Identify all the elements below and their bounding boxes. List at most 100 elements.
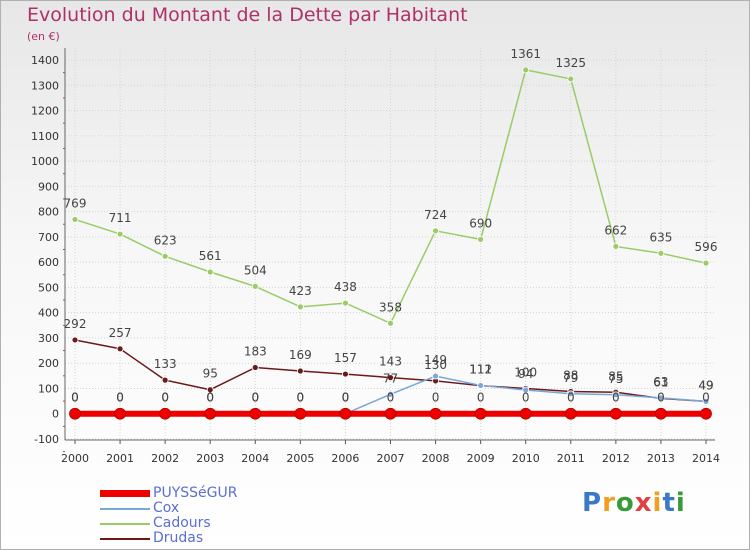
y-tick-label: 1200	[31, 105, 59, 118]
data-point-puyss-gur	[114, 407, 126, 420]
data-point-drudas	[251, 364, 259, 371]
data-label-drudas: 157	[334, 351, 357, 365]
data-point-puyss-gur	[429, 407, 442, 420]
data-label-cadours: 423	[289, 284, 312, 298]
data-label-cadours: 635	[649, 230, 672, 244]
data-label-cadours: 438	[334, 280, 357, 294]
logo-letter: r	[602, 488, 616, 518]
data-label-drudas: 85	[608, 369, 623, 383]
data-label-puyss-gur: 0	[702, 391, 710, 405]
data-point-cox	[612, 391, 620, 399]
x-tick-label: 2010	[512, 452, 540, 465]
data-label-cadours: 623	[154, 233, 177, 247]
logo-letter: i	[675, 488, 686, 518]
data-label-puyss-gur: 0	[71, 391, 79, 405]
x-tick-label: 2007	[377, 452, 405, 465]
data-point-drudas	[342, 370, 349, 378]
data-label-puyss-gur: 0	[251, 391, 259, 405]
legend-label: PUYSSéGUR	[153, 485, 238, 501]
y-tick-label: 0	[52, 408, 59, 421]
chart-title: Evolution du Montant de la Dette par Hab…	[27, 4, 468, 26]
x-tick-label: 2011	[557, 452, 585, 465]
data-label-cadours: 711	[109, 211, 132, 225]
data-point-cadours	[342, 299, 349, 307]
data-label-cox: 0	[206, 391, 214, 405]
data-point-drudas	[161, 376, 169, 384]
data-label-drudas: 169	[289, 348, 312, 362]
x-tick-label: 2004	[241, 452, 269, 465]
data-point-drudas	[71, 336, 79, 344]
data-label-cadours: 769	[64, 196, 87, 210]
x-tick-label: 2000	[61, 452, 89, 465]
y-tick-label: 500	[38, 281, 59, 294]
data-label-puyss-gur: 0	[297, 391, 305, 405]
data-label-drudas: 61	[653, 375, 668, 389]
data-point-cox	[432, 372, 439, 380]
data-point-puyss-gur	[700, 407, 712, 420]
data-label-cox: 0	[71, 391, 79, 405]
legend-label: Cox	[153, 500, 180, 516]
data-point-puyss-gur	[339, 407, 352, 420]
data-label-puyss-gur: 0	[206, 391, 214, 405]
x-tick-label: 2002	[151, 452, 179, 465]
data-label-puyss-gur: 0	[657, 391, 665, 405]
data-label-drudas: 130	[424, 358, 447, 372]
data-point-puyss-gur	[159, 407, 172, 420]
x-tick-label: 2003	[196, 452, 224, 465]
y-tick-label: 1000	[31, 155, 59, 168]
data-point-puyss-gur	[519, 407, 532, 420]
x-tick-label: 2009	[467, 452, 495, 465]
data-label-drudas: 100	[514, 365, 537, 379]
data-point-drudas	[206, 386, 214, 394]
x-tick-label: 2005	[286, 452, 314, 465]
y-tick-label: 1100	[31, 130, 59, 143]
data-label-cadours: 504	[244, 263, 267, 277]
data-point-cox	[657, 394, 665, 402]
data-point-puyss-gur	[294, 407, 307, 420]
legend-label: Drudas	[153, 530, 204, 546]
data-point-cadours	[71, 216, 79, 223]
data-point-cadours	[567, 75, 575, 83]
x-tick-label: 2013	[647, 452, 675, 465]
logo-letter: P	[582, 488, 603, 518]
data-label-cadours: 596	[695, 240, 718, 254]
data-label-cadours: 1325	[556, 56, 587, 70]
data-point-puyss-gur	[69, 407, 81, 420]
data-label-puyss-gur: 0	[342, 391, 350, 405]
data-label-cadours: 358	[379, 300, 402, 314]
data-point-puyss-gur	[204, 407, 217, 420]
data-point-cadours	[657, 249, 665, 257]
x-tick-label: 2012	[602, 452, 630, 465]
data-label-drudas: 257	[109, 326, 132, 340]
data-label-cox: 75	[608, 372, 623, 386]
y-tick-label: 600	[38, 256, 59, 269]
data-label-puyss-gur: 0	[387, 391, 395, 405]
logo-letter: x	[634, 488, 653, 518]
data-point-puyss-gur	[655, 407, 667, 420]
legend-swatch	[100, 538, 150, 540]
data-point-puyss-gur	[609, 407, 622, 420]
x-tick-label: 2008	[422, 452, 450, 465]
data-point-cox	[522, 386, 530, 394]
data-label-drudas: 133	[154, 357, 177, 371]
data-label-cox: 49	[698, 378, 713, 392]
data-label-cox: 0	[342, 391, 350, 405]
y-tick-label: 800	[38, 206, 59, 219]
data-point-drudas	[116, 345, 124, 353]
data-label-cox: 79	[563, 371, 578, 385]
legend-swatch	[100, 523, 150, 525]
data-point-cadours	[206, 268, 214, 276]
data-label-cox: 63	[653, 375, 668, 389]
data-label-cox: 94	[518, 367, 533, 381]
data-point-drudas	[296, 367, 304, 375]
data-label-cadours: 724	[424, 208, 447, 222]
proxiti-logo: Proxiti	[582, 488, 686, 518]
y-tick-label: 100	[38, 382, 59, 395]
logo-letter: o	[615, 488, 635, 518]
y-tick-label: 300	[38, 332, 59, 345]
data-label-puyss-gur: 0	[567, 391, 575, 405]
data-point-cox	[702, 397, 710, 405]
chart-subtitle: (en €)	[27, 30, 60, 43]
